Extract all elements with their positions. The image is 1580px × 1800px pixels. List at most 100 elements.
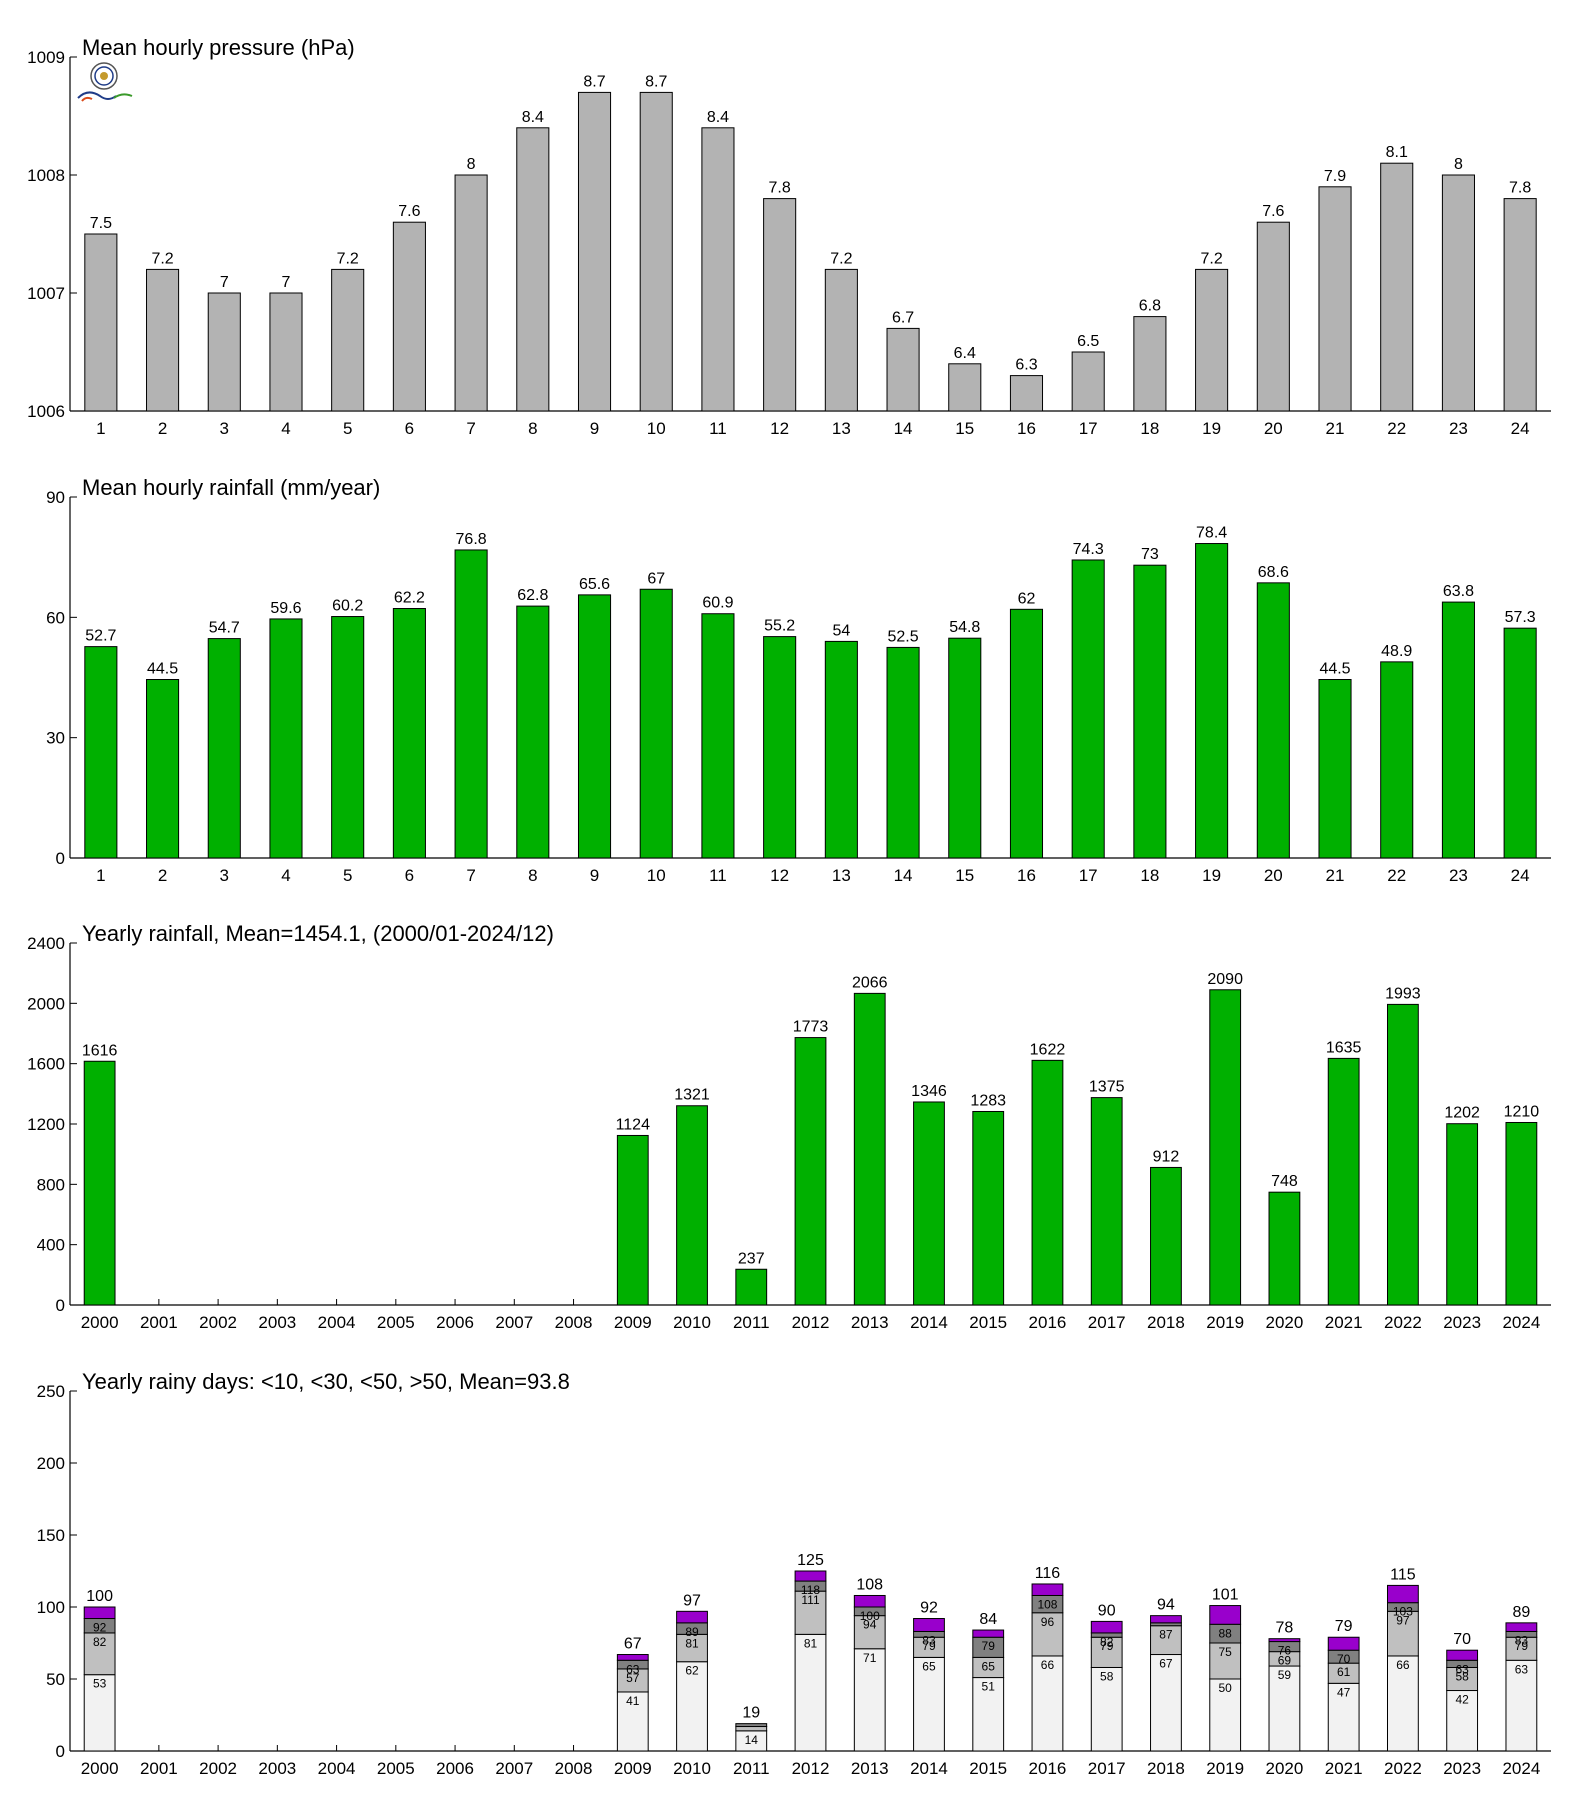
bar [516, 605, 550, 859]
x-tick-label: 2023 [1443, 1759, 1481, 1778]
bar [269, 292, 303, 412]
bar [577, 594, 612, 859]
value-label: 1773 [793, 1019, 829, 1036]
x-tick-label: 20 [1264, 866, 1283, 885]
x-tick-label: 19 [1202, 419, 1221, 438]
value-label: 60.2 [332, 598, 363, 615]
value-label: 7.5 [90, 215, 112, 232]
value-label: 44.5 [1319, 661, 1350, 678]
x-tick-label: 16 [1017, 866, 1036, 885]
total-label: 79 [1335, 1618, 1353, 1635]
y-tick-label: 1008 [27, 166, 65, 185]
bar [794, 1037, 827, 1306]
bar [146, 268, 180, 412]
value-label: 1210 [1504, 1103, 1540, 1120]
x-tick-label: 13 [832, 866, 851, 885]
chart-title: Yearly rainfall, Mean=1454.1, (2000/01-2… [82, 921, 554, 946]
value-label: 76.8 [456, 531, 487, 548]
bar-segment [1268, 1665, 1301, 1752]
x-tick-label: 2002 [199, 1759, 237, 1778]
y-tick-label: 100 [37, 1598, 65, 1617]
bar-segment [83, 1632, 116, 1676]
value-label: 7.6 [1262, 203, 1284, 220]
y-tick-label: 2400 [27, 934, 65, 953]
y-tick-label: 30 [46, 729, 65, 748]
x-tick-label: 2024 [1502, 1759, 1540, 1778]
value-label: 54.7 [209, 620, 240, 637]
x-tick-label: 5 [343, 419, 352, 438]
segment-label: 58 [1100, 1669, 1114, 1683]
total-label: 84 [979, 1611, 997, 1628]
value-label: 67 [647, 570, 665, 587]
segment-label: 111 [801, 1593, 820, 1607]
total-label: 78 [1276, 1620, 1294, 1637]
bar [701, 127, 735, 412]
x-tick-label: 3 [220, 866, 229, 885]
x-tick-label: 23 [1449, 866, 1468, 885]
value-label: 1375 [1089, 1079, 1125, 1096]
x-tick-label: 2010 [673, 1759, 711, 1778]
bar-segment [83, 1674, 116, 1752]
y-tick-label: 1006 [27, 402, 65, 421]
x-tick-label: 2016 [1029, 1759, 1067, 1778]
bar-segment [1327, 1682, 1360, 1752]
value-label: 78.4 [1196, 525, 1227, 542]
bar [1133, 564, 1167, 859]
x-tick-label: 2017 [1088, 1313, 1126, 1332]
bar [392, 221, 426, 412]
value-label: 62 [1018, 590, 1036, 607]
y-tick-label: 400 [37, 1236, 65, 1255]
value-label: 44.5 [147, 661, 178, 678]
x-tick-label: 18 [1140, 866, 1159, 885]
bar [1503, 627, 1537, 859]
y-tick-label: 200 [37, 1454, 65, 1473]
x-tick-label: 6 [405, 866, 414, 885]
value-label: 74.3 [1073, 541, 1104, 558]
bar-segment [735, 1723, 768, 1728]
bar-segment [972, 1629, 1005, 1638]
bar [913, 1101, 945, 1306]
segment-label: 14 [745, 1733, 759, 1747]
segment-label: 65 [922, 1659, 936, 1673]
x-tick-label: 7 [466, 419, 475, 438]
bar [1256, 221, 1290, 412]
x-tick-label: 2003 [258, 1313, 296, 1332]
value-label: 7.2 [151, 250, 173, 267]
x-tick-label: 21 [1326, 866, 1345, 885]
x-tick-label: 2012 [792, 1313, 830, 1332]
segment-label: 69 [1278, 1654, 1292, 1668]
x-tick-label: 2006 [436, 1313, 474, 1332]
bar [1071, 559, 1105, 859]
bar [1195, 543, 1229, 859]
bar [1071, 351, 1105, 412]
value-label: 60.9 [702, 595, 733, 612]
bar [1256, 582, 1290, 859]
bar [1268, 1191, 1301, 1306]
total-label: 116 [1035, 1565, 1061, 1582]
x-tick-label: 2023 [1443, 1313, 1481, 1332]
x-tick-label: 2011 [733, 1759, 770, 1778]
x-tick-label: 2016 [1029, 1313, 1067, 1332]
value-label: 63.8 [1443, 583, 1474, 600]
bar [331, 268, 365, 412]
bar [824, 640, 858, 859]
bar [639, 588, 673, 859]
value-label: 7.2 [1200, 250, 1222, 267]
segment-label: 79 [1100, 1639, 1114, 1653]
bar [639, 91, 673, 412]
x-tick-label: 2004 [318, 1313, 356, 1332]
value-label: 52.7 [85, 628, 116, 645]
segment-label: 97 [1396, 1613, 1410, 1627]
bar-segment [1209, 1642, 1242, 1680]
bar [1031, 1059, 1064, 1306]
segment-label: 57 [626, 1671, 640, 1685]
x-tick-label: 2007 [495, 1313, 533, 1332]
bar [853, 992, 886, 1306]
total-label: 70 [1453, 1631, 1471, 1648]
bar [269, 618, 303, 859]
segment-label: 63 [1455, 1662, 1469, 1676]
bar [701, 613, 735, 859]
x-tick-label: 8 [528, 419, 537, 438]
x-tick-label: 2017 [1088, 1759, 1126, 1778]
